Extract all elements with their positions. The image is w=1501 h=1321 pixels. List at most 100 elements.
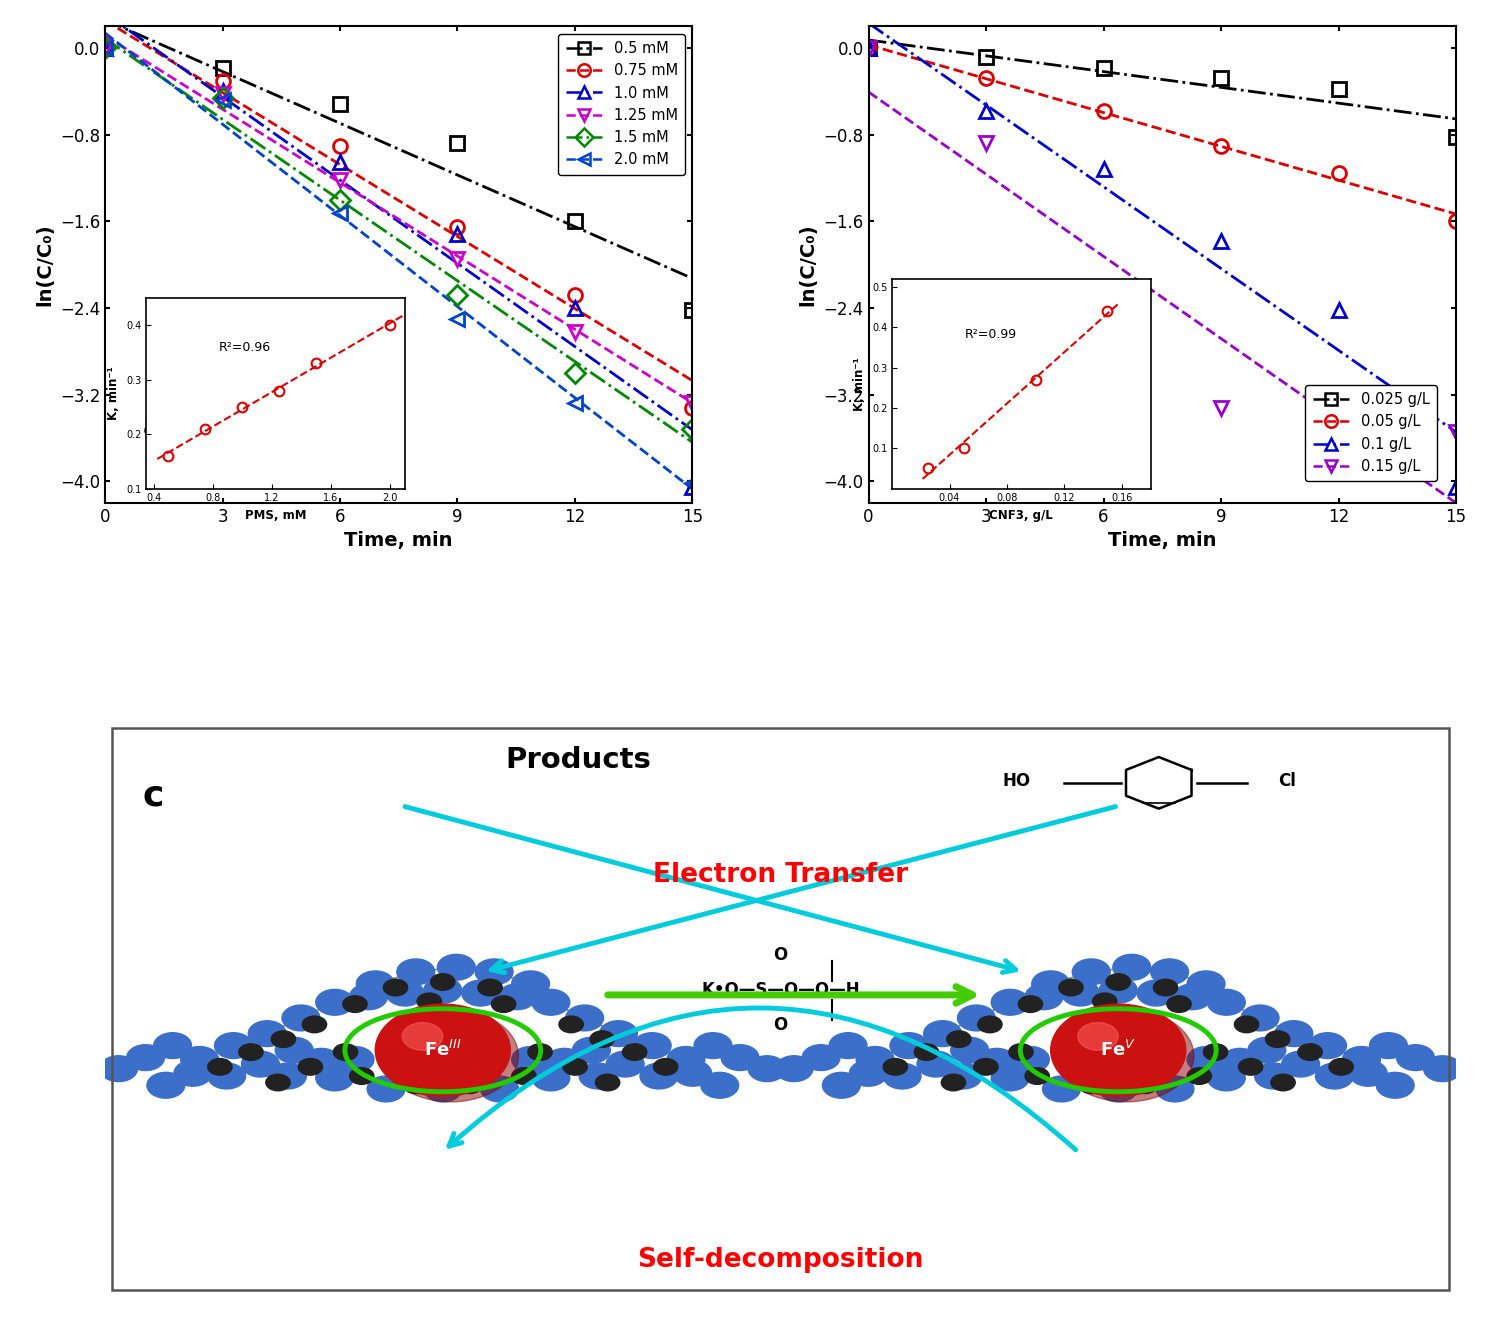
Text: HO: HO <box>1003 771 1031 790</box>
Circle shape <box>1031 971 1070 997</box>
Circle shape <box>1025 1067 1049 1085</box>
Circle shape <box>914 1044 938 1061</box>
Text: Fe$^{V}$: Fe$^{V}$ <box>1100 1040 1136 1061</box>
Circle shape <box>623 1044 647 1061</box>
Circle shape <box>512 1067 536 1085</box>
Circle shape <box>269 1063 306 1089</box>
Circle shape <box>917 1052 955 1077</box>
Circle shape <box>302 1049 341 1074</box>
Circle shape <box>1078 1022 1118 1050</box>
Circle shape <box>207 1063 246 1089</box>
Circle shape <box>1099 1077 1138 1102</box>
Circle shape <box>147 1073 185 1098</box>
Circle shape <box>1058 979 1084 996</box>
Text: O: O <box>773 946 788 964</box>
Circle shape <box>477 979 503 996</box>
X-axis label: Time, min: Time, min <box>1108 531 1216 551</box>
Circle shape <box>775 1055 814 1082</box>
Circle shape <box>272 1030 296 1048</box>
Text: Fe$^{III}$: Fe$^{III}$ <box>425 1040 461 1061</box>
Circle shape <box>883 1063 922 1089</box>
Circle shape <box>512 971 549 997</box>
Circle shape <box>558 1016 584 1033</box>
Circle shape <box>883 1058 908 1075</box>
Circle shape <box>674 1061 711 1086</box>
Circle shape <box>802 1045 841 1070</box>
Circle shape <box>1247 1037 1286 1063</box>
Circle shape <box>333 1044 357 1061</box>
Circle shape <box>829 1033 868 1058</box>
Text: Cl: Cl <box>1279 771 1295 790</box>
Circle shape <box>1009 1044 1033 1061</box>
Circle shape <box>1423 1055 1462 1082</box>
Circle shape <box>1238 1058 1262 1075</box>
Text: Self-decomposition: Self-decomposition <box>638 1247 923 1272</box>
Circle shape <box>639 1063 678 1089</box>
Circle shape <box>1106 974 1130 991</box>
Circle shape <box>1112 954 1151 980</box>
Circle shape <box>1369 1033 1408 1058</box>
Circle shape <box>402 1022 443 1050</box>
Circle shape <box>1061 980 1099 1007</box>
Circle shape <box>1138 980 1175 1007</box>
Circle shape <box>850 1061 887 1086</box>
Circle shape <box>1072 959 1111 984</box>
Circle shape <box>599 1021 638 1046</box>
Circle shape <box>720 1045 760 1070</box>
Circle shape <box>239 1044 263 1061</box>
Circle shape <box>974 1058 998 1075</box>
Circle shape <box>1153 979 1178 996</box>
Circle shape <box>491 996 516 1012</box>
Circle shape <box>1241 1005 1279 1030</box>
Circle shape <box>1058 1009 1193 1102</box>
Circle shape <box>248 1021 287 1046</box>
Circle shape <box>977 1049 1016 1074</box>
Circle shape <box>950 1037 989 1063</box>
Circle shape <box>350 1067 374 1085</box>
Circle shape <box>566 1005 603 1030</box>
Circle shape <box>1166 996 1192 1012</box>
Circle shape <box>1396 1045 1435 1070</box>
Text: Electron Transfer: Electron Transfer <box>653 863 908 888</box>
Circle shape <box>666 1046 705 1073</box>
Circle shape <box>404 1077 428 1094</box>
Circle shape <box>890 1033 928 1058</box>
Circle shape <box>1255 1063 1292 1089</box>
Circle shape <box>1315 1063 1354 1089</box>
Circle shape <box>596 1074 620 1091</box>
Circle shape <box>215 1033 252 1058</box>
Circle shape <box>1342 1046 1381 1073</box>
Circle shape <box>417 993 441 1009</box>
Circle shape <box>342 996 368 1012</box>
Circle shape <box>315 1065 354 1091</box>
Circle shape <box>1018 996 1043 1012</box>
Circle shape <box>1151 959 1189 984</box>
Circle shape <box>590 1030 614 1048</box>
Text: a: a <box>143 413 164 443</box>
Circle shape <box>350 984 387 1009</box>
Circle shape <box>99 1055 138 1082</box>
Text: c: c <box>143 778 164 812</box>
Circle shape <box>947 1030 971 1048</box>
Circle shape <box>531 989 570 1016</box>
Circle shape <box>944 1063 982 1089</box>
Circle shape <box>282 1005 320 1030</box>
Legend: 0.025 g/L, 0.05 g/L, 0.1 g/L, 0.15 g/L: 0.025 g/L, 0.05 g/L, 0.1 g/L, 0.15 g/L <box>1306 384 1436 481</box>
Circle shape <box>1309 1033 1346 1058</box>
Circle shape <box>458 1077 482 1094</box>
Circle shape <box>941 1074 965 1091</box>
Y-axis label: ln(C/C₀): ln(C/C₀) <box>36 223 54 306</box>
Circle shape <box>1174 984 1211 1009</box>
Circle shape <box>1187 1046 1225 1073</box>
Circle shape <box>693 1033 732 1058</box>
Circle shape <box>476 959 513 984</box>
Circle shape <box>174 1061 212 1086</box>
Circle shape <box>1012 1046 1049 1073</box>
Circle shape <box>368 1077 405 1102</box>
Circle shape <box>1133 1077 1157 1094</box>
Circle shape <box>375 1004 510 1096</box>
Circle shape <box>1187 971 1225 997</box>
Text: K•O—S—O—O—H: K•O—S—O—O—H <box>701 982 860 999</box>
Circle shape <box>480 1077 518 1102</box>
Text: Products: Products <box>504 746 651 774</box>
